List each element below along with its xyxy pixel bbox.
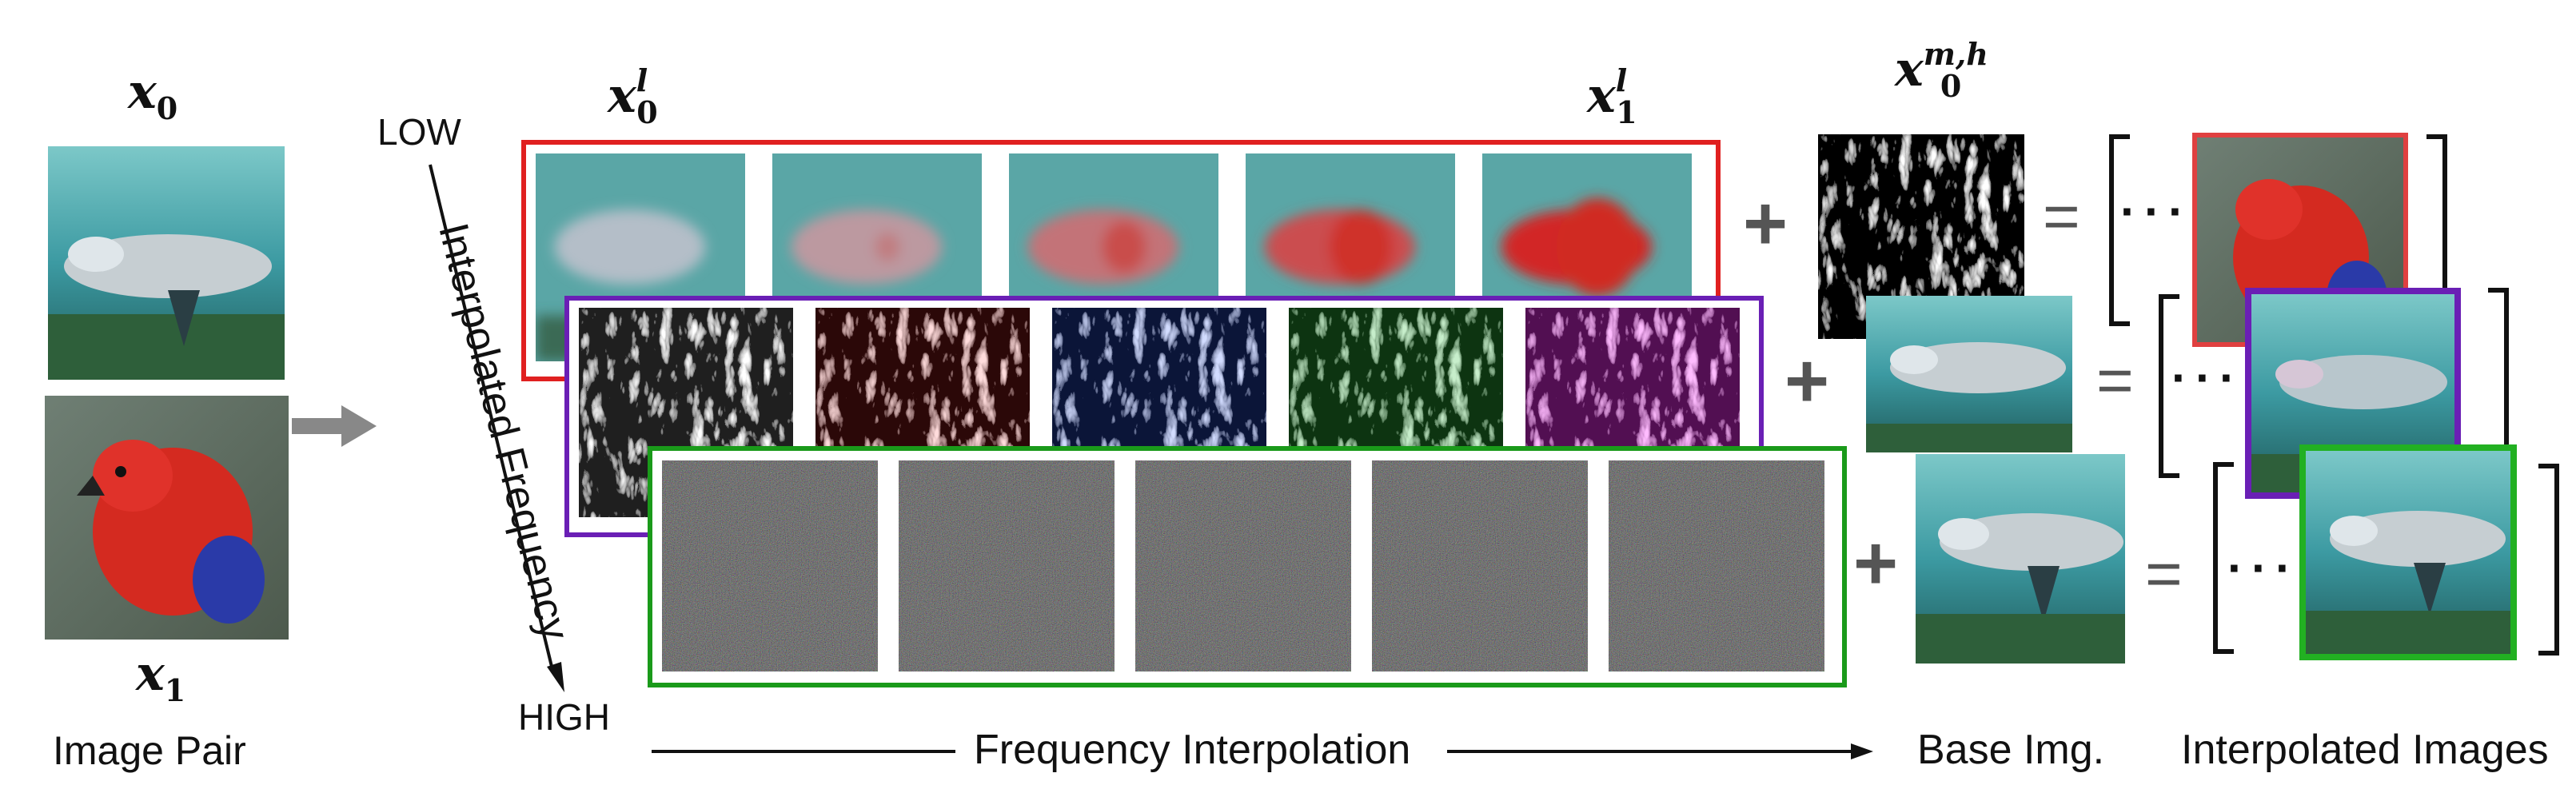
image-pair-label: Image Pair [53, 728, 246, 773]
interpolated-images-label: Interpolated Images [2181, 727, 2549, 773]
high-frequency-tile [1609, 460, 1824, 671]
ellipsis-mid: ··· [2171, 351, 2243, 404]
high-frequency-tile [662, 460, 878, 671]
equals-sign-low: = [2043, 181, 2080, 252]
plus-sign-high: + [1853, 520, 1899, 606]
x1l-label: xl1 [1587, 62, 1637, 130]
high-frequency-tile [1135, 460, 1351, 671]
equals-sign-mid: = [2096, 345, 2134, 416]
frequency-axis-arrow [429, 164, 564, 692]
base-image-dolphin-high [1916, 454, 2125, 664]
base-img-label: Base Img. [1917, 727, 2105, 773]
left-bracket-high [2213, 462, 2234, 654]
dolphin-image-x0 [48, 146, 285, 380]
low-label: LOW [377, 111, 461, 153]
frequency-interpolation-arrow [652, 743, 1873, 759]
x0mh-label: xm,h0 [1895, 36, 1988, 104]
equals-sign-high: = [2145, 538, 2183, 609]
plus-sign-mid: + [1784, 338, 1830, 424]
result-image-high [2299, 444, 2517, 660]
parrot-image-x1 [45, 396, 289, 640]
base-image-dolphin-mid [1866, 296, 2072, 452]
x0-label: x0 [128, 64, 178, 126]
pair-to-process-arrow [292, 405, 377, 447]
high-label: HIGH [518, 696, 610, 738]
right-bracket-high [2538, 464, 2559, 656]
left-bracket-mid [2159, 294, 2179, 478]
x0l-label: xl0 [608, 62, 658, 130]
plus-sign-low: + [1743, 181, 1788, 266]
ellipsis-low: ··· [2120, 185, 2192, 238]
left-bracket-low [2109, 134, 2130, 326]
frequency-interpolation-label: Frequency Interpolation [974, 727, 1411, 773]
ellipsis-high: ··· [2227, 541, 2299, 595]
high-frequency-tile [1372, 460, 1588, 671]
x1-label: x1 [136, 646, 186, 708]
high-frequency-tile [899, 460, 1115, 671]
